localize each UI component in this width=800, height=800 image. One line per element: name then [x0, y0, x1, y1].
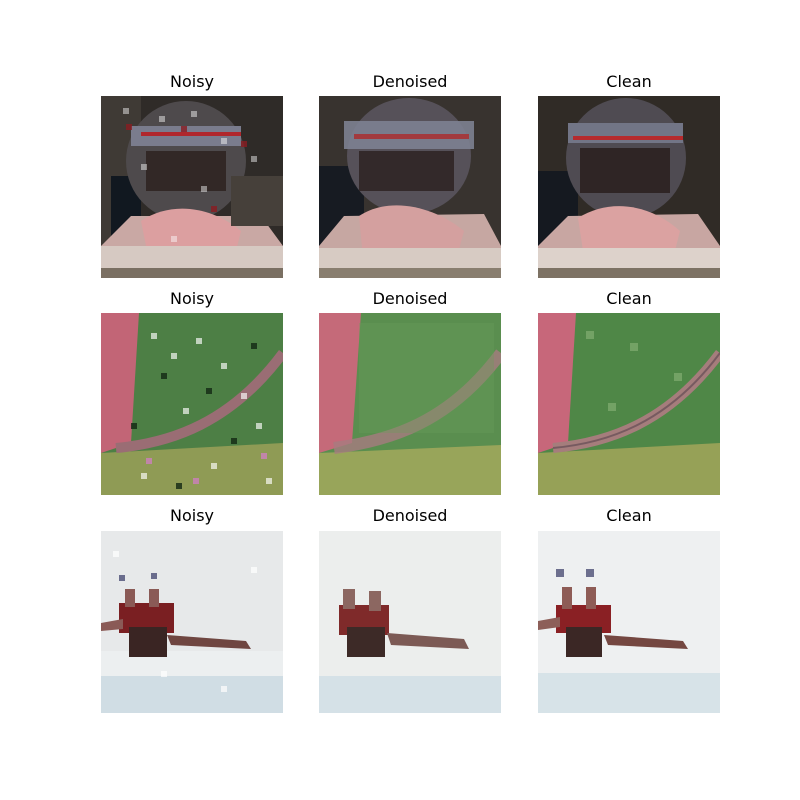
panel-title-clean: Clean: [606, 72, 652, 91]
panel-title-noisy: Noisy: [169, 72, 214, 91]
panel-title-clean: Clean: [606, 289, 652, 308]
denoised-wineglass-image: [319, 96, 501, 278]
noisy-lizard-image: [101, 313, 283, 495]
clean-lizard-image: [538, 313, 720, 495]
panel-title-denoised: Denoised: [372, 506, 448, 525]
denoised-skydiver-image: [319, 531, 501, 713]
denoised-lizard-image: [319, 313, 501, 495]
panel-title-denoised: Denoised: [372, 72, 448, 91]
panel-title-noisy: Noisy: [169, 506, 214, 525]
clean-skydiver-image: [538, 531, 720, 713]
panel-title-clean: Clean: [606, 506, 652, 525]
noisy-wineglass-image: [101, 96, 283, 278]
noisy-skydiver-image: [101, 531, 283, 713]
clean-wineglass-image: [538, 96, 720, 278]
panel-title-noisy: Noisy: [169, 289, 214, 308]
panel-title-denoised: Denoised: [372, 289, 448, 308]
